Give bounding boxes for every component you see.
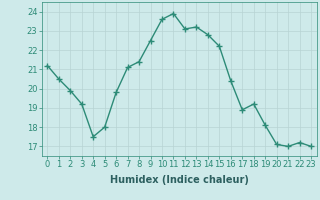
X-axis label: Humidex (Indice chaleur): Humidex (Indice chaleur) (110, 175, 249, 185)
